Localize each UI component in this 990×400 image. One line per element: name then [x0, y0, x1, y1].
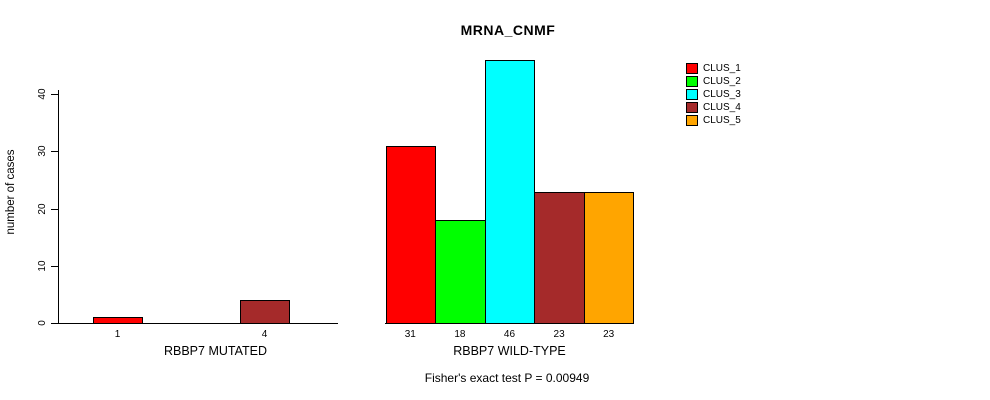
- legend-swatch: [686, 76, 698, 87]
- bar-value-label: 23: [553, 329, 565, 340]
- legend-swatch: [686, 63, 698, 74]
- legend: CLUS_1 CLUS_2 CLUS_3 CLUS_4 CLUS_5: [686, 62, 741, 127]
- y-tick-mark: [51, 265, 58, 267]
- bar: [93, 317, 143, 324]
- legend-label: CLUS_3: [703, 89, 741, 100]
- bar-value-label: 1: [114, 329, 121, 340]
- bar: [435, 220, 486, 324]
- legend-label: CLUS_4: [703, 102, 741, 113]
- y-tick-mark: [51, 323, 58, 324]
- x-axis-line: [58, 323, 338, 324]
- chart-title: MRNA_CNMF: [460, 22, 556, 38]
- legend-label: CLUS_1: [703, 63, 741, 74]
- legend-swatch: [686, 102, 698, 113]
- y-tick-mark: [51, 208, 58, 210]
- x-category-label: RBBP7 WILD-TYPE: [453, 344, 566, 358]
- bar: [240, 300, 290, 324]
- y-tick-label: 40: [37, 88, 48, 100]
- legend-item: CLUS_1: [686, 62, 741, 75]
- stat-annotation: Fisher's exact test P = 0.00949: [424, 371, 590, 385]
- y-tick-mark: [51, 94, 58, 96]
- bar: [583, 191, 635, 324]
- y-tick-label: 0: [37, 320, 48, 326]
- bar-value-label: 18: [454, 329, 466, 340]
- bar: [385, 145, 437, 324]
- y-tick-label: 20: [37, 203, 48, 215]
- legend-item: CLUS_3: [686, 88, 741, 101]
- legend-item: CLUS_2: [686, 75, 741, 88]
- bar: [534, 191, 585, 324]
- legend-item: CLUS_5: [686, 114, 741, 127]
- x-category-label: RBBP7 MUTATED: [163, 344, 268, 358]
- bar-value-label: 31: [404, 329, 416, 340]
- y-axis-line: [58, 90, 59, 324]
- legend-label: CLUS_5: [703, 115, 741, 126]
- bar-value-label: 46: [503, 329, 516, 340]
- legend-item: CLUS_4: [686, 101, 741, 114]
- legend-label: CLUS_2: [703, 76, 741, 87]
- legend-swatch: [686, 115, 698, 126]
- bar: [484, 60, 536, 324]
- y-tick-label: 10: [37, 260, 48, 272]
- bar-value-label: 23: [603, 329, 615, 340]
- bar-value-label: 4: [261, 329, 268, 340]
- y-tick-label: 30: [37, 145, 48, 158]
- y-tick-mark: [51, 151, 58, 153]
- legend-swatch: [686, 89, 698, 100]
